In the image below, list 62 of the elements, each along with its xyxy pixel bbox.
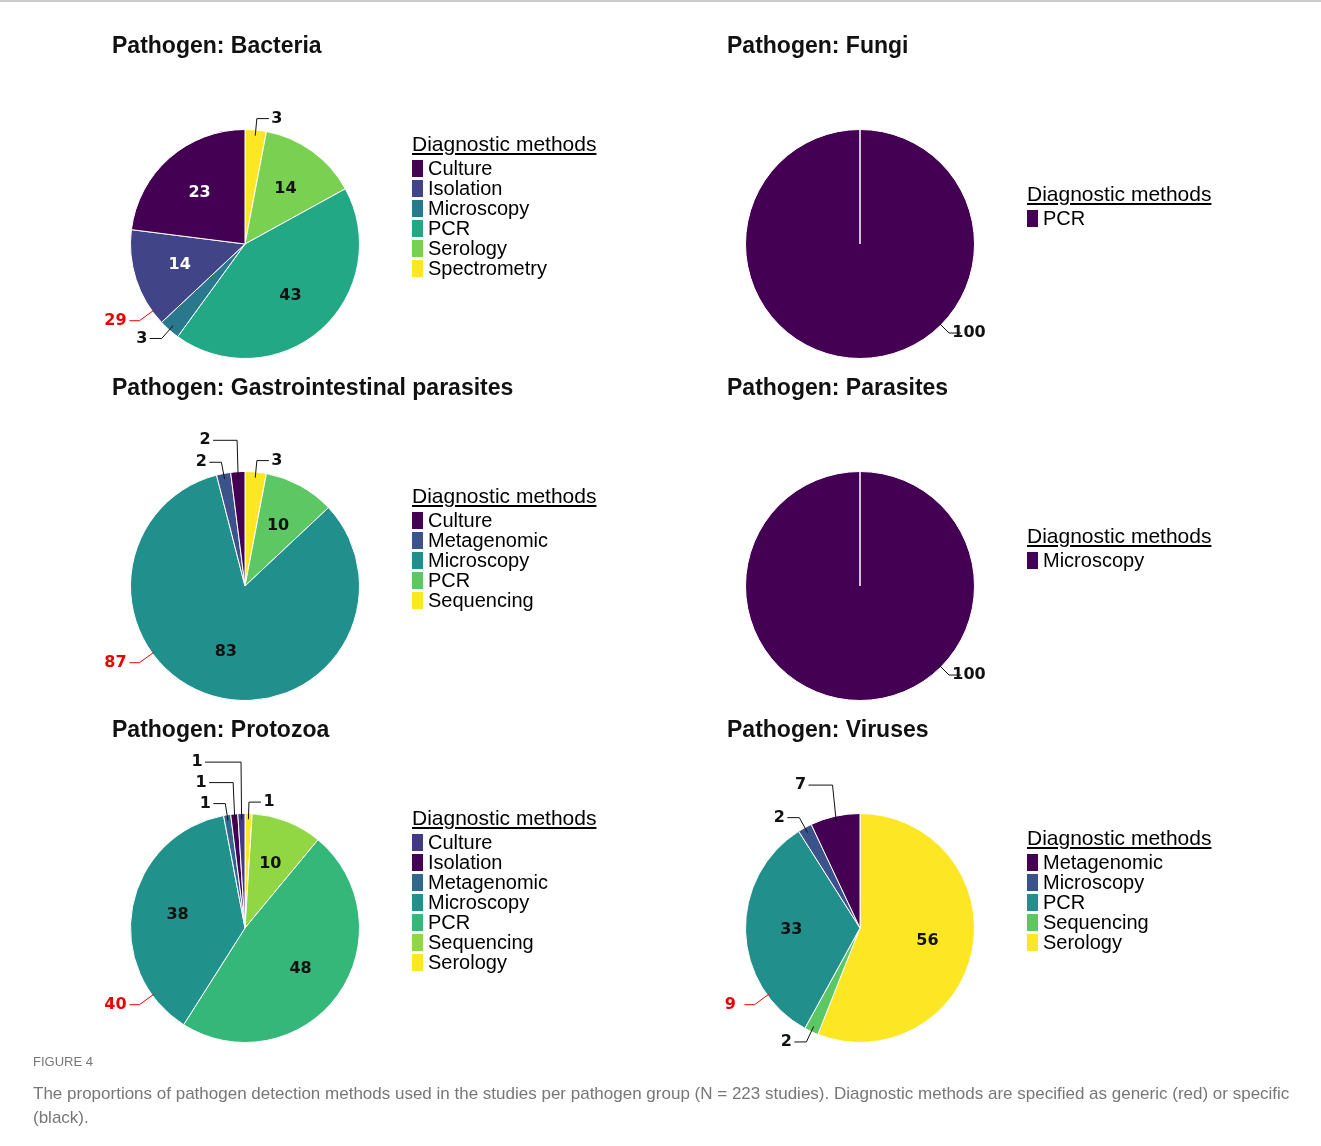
- chart-title: Pathogen: Parasites: [727, 374, 949, 401]
- legend-label: Culture: [428, 831, 493, 853]
- text: 29: [104, 309, 127, 329]
- legend-label: Sequencing: [1043, 911, 1149, 933]
- data-label: 100: [952, 664, 986, 684]
- legend-label: Sequencing: [428, 589, 534, 611]
- data-label: 1: [263, 791, 275, 811]
- legend-title: Diagnostic methods: [412, 806, 597, 829]
- data-label: 38: [166, 904, 189, 924]
- data-label: 43: [279, 284, 302, 304]
- legend-label: Culture: [428, 509, 493, 531]
- data-label: 56: [916, 930, 939, 950]
- data-label: 14: [274, 177, 297, 197]
- legend-label: Metagenomic: [428, 871, 549, 893]
- legend-label: PCR: [428, 911, 471, 933]
- legend-title: Diagnostic methods: [1027, 182, 1212, 205]
- legend-title: Diagnostic methods: [412, 132, 597, 155]
- text: The proportions of pathogen detection methods used in the studies per pathogen group (N = 223 studies). Diagnostic methods are specified as generic (red) or specific (black).: [33, 1083, 1291, 1129]
- caption: FIGURE 4: [33, 1053, 94, 1071]
- legend-label: PCR: [428, 217, 471, 239]
- chart-title: Pathogen: Viruses: [727, 716, 929, 743]
- text: 40: [104, 993, 127, 1013]
- data-label: 3: [136, 327, 148, 347]
- text: 87: [104, 651, 127, 671]
- legend-label: Sequencing: [428, 931, 534, 953]
- chart-title: Pathogen: Bacteria: [112, 32, 322, 59]
- legend-label: Isolation: [428, 851, 503, 873]
- legend-label: Serology: [428, 237, 507, 259]
- text: 9: [724, 993, 736, 1013]
- chart-title: Pathogen: Fungi: [727, 32, 909, 59]
- chart-title: Pathogen: Protozoa: [112, 716, 330, 743]
- data-label: 100: [952, 322, 986, 342]
- legend-title: Diagnostic methods: [1027, 826, 1212, 849]
- legend-label: Microscopy: [428, 197, 530, 219]
- data-label: 23: [188, 181, 211, 201]
- data-label: 1: [195, 771, 207, 791]
- legend-label: Isolation: [428, 177, 503, 199]
- data-label: 3: [271, 107, 283, 127]
- data-label: 10: [266, 514, 290, 534]
- data-label: 1: [199, 792, 211, 812]
- legend-label: PCR: [1043, 207, 1086, 229]
- legend-label: Culture: [428, 157, 493, 179]
- data-label: 3: [271, 449, 283, 469]
- data-label: 48: [289, 957, 312, 977]
- legend-title: Diagnostic methods: [412, 484, 597, 507]
- data-label: 2: [199, 429, 211, 449]
- data-label: 7: [794, 774, 807, 794]
- data-label: 10: [259, 853, 282, 873]
- legend-title: Diagnostic methods: [1027, 524, 1212, 547]
- data-label: 33: [780, 919, 803, 939]
- legend-label: PCR: [428, 569, 471, 591]
- legend-label: Microscopy: [1043, 549, 1145, 571]
- data-label: 14: [168, 254, 191, 274]
- legend-label: PCR: [1043, 891, 1086, 913]
- data-label: 83: [214, 641, 237, 661]
- data-label: 2: [780, 1031, 792, 1051]
- chart-title: Pathogen: Gastrointestinal parasites: [112, 374, 514, 401]
- legend-label: Metagenomic: [428, 529, 549, 551]
- data-label: 2: [773, 806, 785, 826]
- data-label: 2: [195, 451, 207, 471]
- data-label: 1: [191, 751, 203, 771]
- legend-label: Metagenomic: [1043, 851, 1164, 873]
